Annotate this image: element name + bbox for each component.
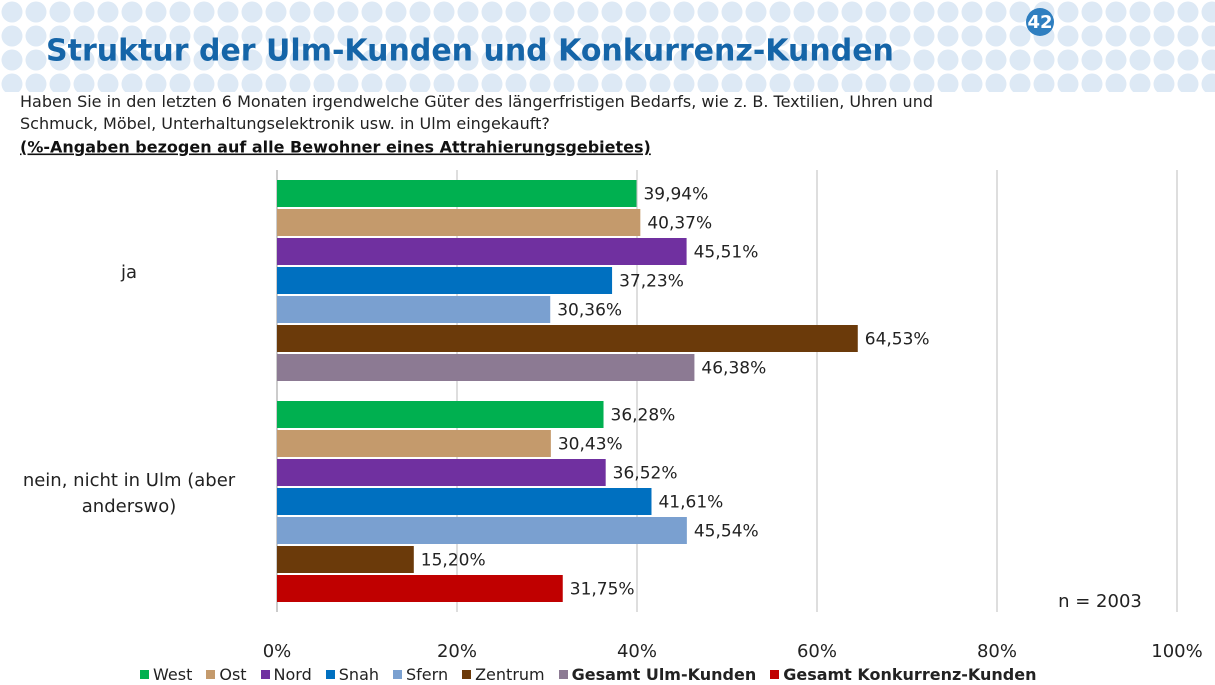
legend-item: Ost xyxy=(206,665,247,684)
legend-item: Zentrum xyxy=(462,665,545,684)
data-label: 30,36% xyxy=(557,301,622,321)
header-background xyxy=(0,0,1215,92)
page-badge xyxy=(1026,8,1054,36)
legend-label: Snah xyxy=(338,665,380,684)
y-tick-label: ja xyxy=(120,261,138,283)
legend-item: Gesamt Konkurrenz-Kunden xyxy=(770,665,1037,684)
subtitle: Schmuck, Möbel, Unterhaltungselektronik … xyxy=(20,114,550,133)
bar xyxy=(277,459,606,486)
x-tick-label: 20% xyxy=(437,641,477,662)
bar xyxy=(277,238,687,265)
data-label: 37,23% xyxy=(619,272,684,292)
data-label: 15,20% xyxy=(421,551,486,571)
bar xyxy=(277,488,652,515)
bar xyxy=(277,180,637,207)
page-number: 42 xyxy=(1027,12,1052,33)
x-tick-label: 40% xyxy=(617,641,657,662)
x-tick-label: 100% xyxy=(1151,641,1202,662)
subtitle: Haben Sie in den letzten 6 Monaten irgen… xyxy=(20,92,933,111)
bar xyxy=(277,296,551,323)
data-label: 39,94% xyxy=(643,185,708,205)
legend-swatch xyxy=(325,670,335,679)
data-label: 30,43% xyxy=(558,435,623,455)
legend-label: Zentrum xyxy=(475,665,545,684)
legend-label: Gesamt Konkurrenz-Kunden xyxy=(783,665,1037,684)
data-label: 31,75% xyxy=(570,580,635,600)
y-tick-label: nein, nicht in Ulm (aber anderswo) xyxy=(22,469,236,517)
legend-item: Snah xyxy=(325,665,380,684)
legend-swatch xyxy=(558,670,568,679)
legend-swatch xyxy=(206,670,216,679)
legend-label: Nord xyxy=(273,665,312,684)
bar xyxy=(277,267,613,294)
legend-label: Gesamt Ulm-Kunden xyxy=(571,665,757,684)
bar xyxy=(277,354,695,381)
legend-label: West xyxy=(153,665,193,684)
annotation: n = 2003 xyxy=(1058,591,1142,612)
x-tick-label: 60% xyxy=(797,641,837,662)
data-label: 64,53% xyxy=(865,330,930,350)
data-label: 45,54% xyxy=(694,522,759,542)
bar xyxy=(277,575,563,602)
legend-label: Ost xyxy=(219,665,247,684)
bar xyxy=(277,209,641,236)
chart-title: Struktur der Ulm-Kunden und Konkurrenz-K… xyxy=(46,34,894,69)
data-label: 36,28% xyxy=(611,406,676,426)
data-label: 46,38% xyxy=(701,359,766,379)
bar xyxy=(277,430,551,457)
legend-swatch xyxy=(140,670,149,679)
legend-item: West xyxy=(140,665,192,684)
data-label: 40,37% xyxy=(647,214,712,234)
data-label: 45,51% xyxy=(694,243,759,263)
legend: West Ost Nord Snah Sfern Zentrum Gesamt Ulm-Ku… xyxy=(140,665,1037,684)
legend-swatch xyxy=(393,670,403,679)
data-label: 41,61% xyxy=(658,493,723,513)
data-label: 36,52% xyxy=(613,464,678,484)
legend-label: Sfern xyxy=(406,665,449,684)
legend-item: Nord xyxy=(260,665,312,684)
legend-swatch xyxy=(260,670,270,679)
bar xyxy=(277,325,858,352)
bar xyxy=(277,401,604,428)
legend-item: Sfern xyxy=(393,665,448,684)
bar xyxy=(277,546,414,573)
x-tick-label: 80% xyxy=(977,641,1017,662)
x-tick-label: 0% xyxy=(263,641,292,662)
note: (%-Angaben bezogen auf alle Bewohner ein… xyxy=(20,138,651,157)
bar xyxy=(277,517,687,544)
legend-swatch xyxy=(770,670,780,679)
legend-item: Gesamt Ulm-Kunden xyxy=(558,665,757,684)
legend-swatch xyxy=(462,670,472,679)
